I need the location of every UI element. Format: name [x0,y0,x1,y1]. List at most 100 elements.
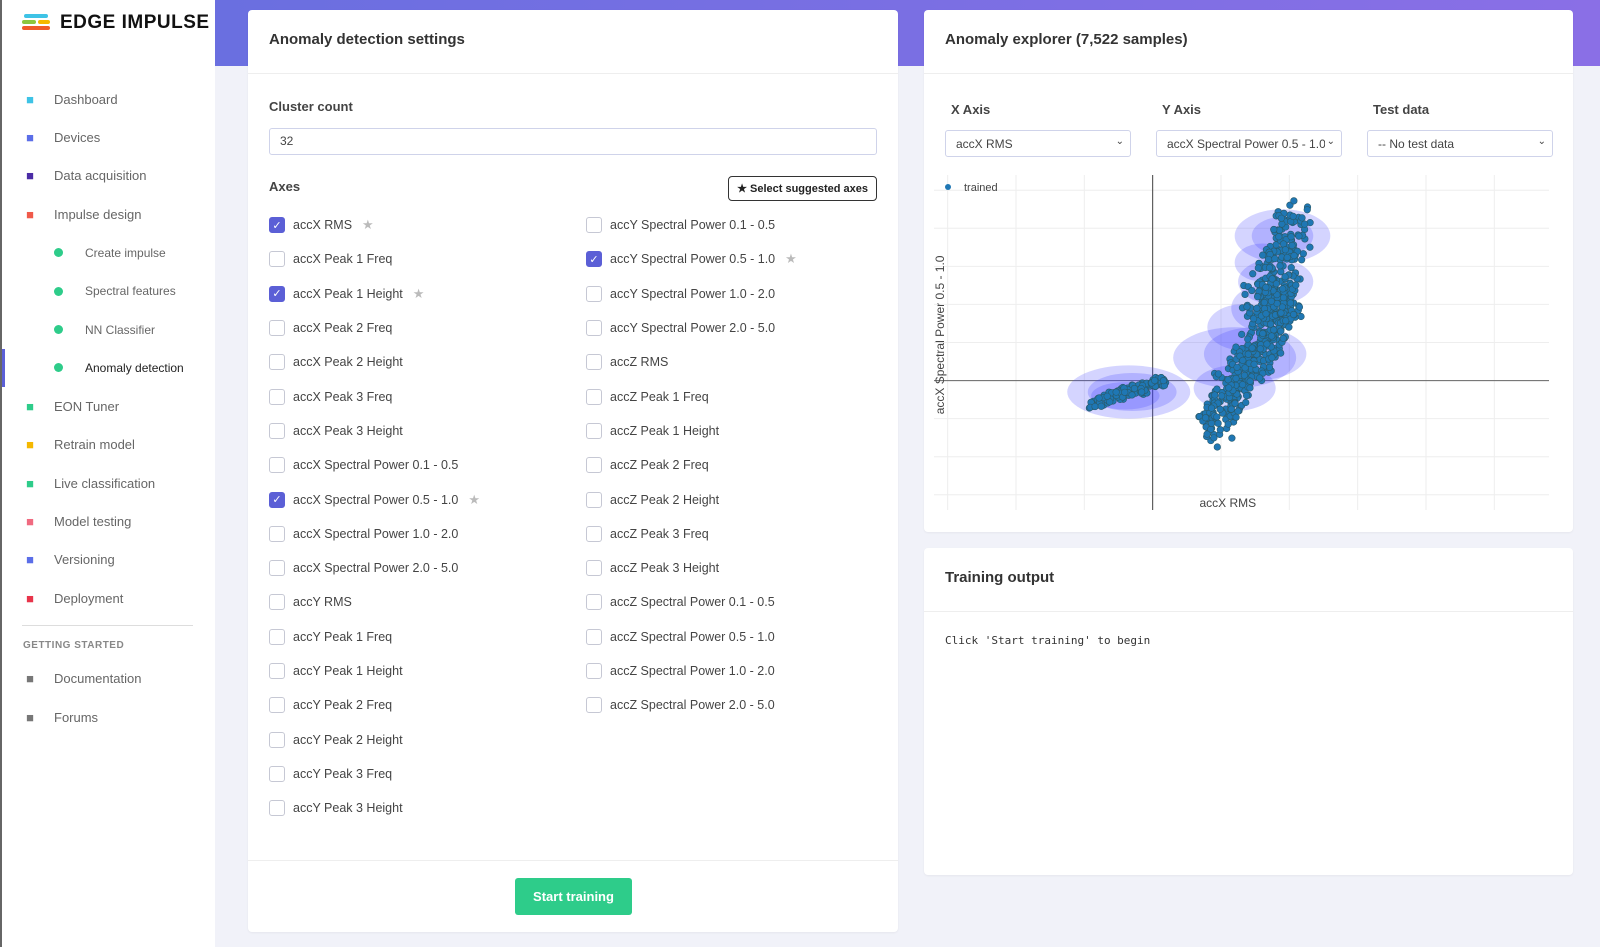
checkbox-icon[interactable] [269,388,285,405]
checkbox-icon[interactable] [269,320,285,337]
checkbox-icon[interactable] [586,525,602,542]
data-point [1112,388,1120,396]
axis-checkbox[interactable]: ✓ accX RMS ★ [269,208,586,242]
sidebar-item-anomaly-detection[interactable]: Anomaly detection [2,348,215,388]
axis-checkbox[interactable]: accY Spectral Power 1.0 - 2.0 [586,277,886,311]
sidebar-item-documentation[interactable]: ■ Documentation [2,659,215,697]
sidebar-item-live-classification[interactable]: ■ Live classification [2,464,215,502]
sidebar-item-impulse-design[interactable]: ■ Impulse design [2,195,215,233]
checkbox-icon[interactable] [586,457,602,474]
sidebar-item-nn-classifier[interactable]: NN Classifier [2,310,215,348]
axis-checkbox[interactable]: ✓ accY Spectral Power 0.5 - 1.0 ★ [586,242,886,276]
axis-checkbox[interactable]: ✓ accX Spectral Power 0.5 - 1.0 ★ [269,482,586,516]
sidebar-item-spectral-features[interactable]: Spectral features [2,272,215,310]
data-point [1203,430,1211,438]
axis-checkbox[interactable]: accX Peak 2 Freq [269,311,586,345]
axis-checkbox[interactable]: accY Peak 3 Height [269,791,586,825]
axis-checkbox[interactable]: accY RMS [269,585,586,619]
data-point [1265,264,1274,272]
checkbox-icon[interactable] [586,628,602,645]
checkbox-icon[interactable] [586,354,602,371]
cluster-count-input[interactable]: 32 [269,128,877,155]
start-training-button[interactable]: Start training [515,878,632,915]
axis-checkbox[interactable]: accZ Peak 3 Freq [586,517,886,551]
checkbox-icon[interactable] [269,457,285,474]
axis-checkbox[interactable]: accZ Peak 1 Freq [586,379,886,413]
checkbox-icon[interactable] [269,422,285,439]
axis-checkbox[interactable]: accX Peak 3 Height [269,414,586,448]
tuner-icon: ■ [26,398,34,414]
axis-checkbox[interactable]: accZ RMS [586,345,886,379]
axis-checkbox[interactable]: accY Peak 2 Freq [269,688,586,722]
sidebar-item-dashboard[interactable]: ■ Dashboard [2,80,215,118]
logo[interactable]: EDGE IMPULSE [22,12,210,34]
checkbox-icon[interactable] [586,594,602,611]
checkbox-icon[interactable]: ✓ [269,491,285,508]
data-point [1281,273,1289,281]
sidebar-item-versioning[interactable]: ■ Versioning [2,541,215,579]
checkbox-icon[interactable] [586,285,602,302]
axis-checkbox[interactable]: ✓ accX Peak 1 Height ★ [269,277,586,311]
checkbox-icon[interactable] [269,800,285,817]
axis-checkbox[interactable]: accZ Spectral Power 2.0 - 5.0 [586,688,886,722]
axis-checkbox[interactable]: accY Spectral Power 2.0 - 5.0 [586,311,886,345]
select-suggested-axes-button[interactable]: ★ Select suggested axes [728,176,877,201]
checkbox-icon[interactable] [269,731,285,748]
sidebar-item-create-impulse[interactable]: Create impulse [2,234,215,272]
axis-checkbox[interactable]: accZ Peak 2 Height [586,482,886,516]
axis-checkbox[interactable]: accZ Peak 2 Freq [586,448,886,482]
checkbox-icon[interactable]: ✓ [586,251,602,268]
axis-checkbox[interactable]: accX Peak 3 Freq [269,379,586,413]
data-point [1298,214,1306,222]
checkbox-icon[interactable] [586,560,602,577]
checkbox-icon[interactable] [269,697,285,714]
checkbox-icon[interactable] [269,594,285,611]
checkbox-icon[interactable] [269,560,285,577]
y-axis-select[interactable]: accX Spectral Power 0.5 - 1.0 ⌄ [1156,130,1342,157]
sidebar-item-deployment[interactable]: ■ Deployment [2,579,215,617]
checkbox-icon[interactable] [269,765,285,782]
checkbox-icon[interactable] [586,217,602,234]
checkbox-icon[interactable] [586,697,602,714]
sidebar-item-devices[interactable]: ■ Devices [2,118,215,156]
axis-checkbox[interactable]: accZ Spectral Power 0.1 - 0.5 [586,585,886,619]
axis-checkbox[interactable]: accY Peak 2 Height [269,722,586,756]
checkbox-icon[interactable] [269,251,285,268]
checkbox-icon[interactable] [269,354,285,371]
test-data-select[interactable]: -- No test data ⌄ [1367,130,1553,157]
axis-checkbox[interactable]: accZ Spectral Power 1.0 - 2.0 [586,654,886,688]
sidebar-item-retrain-model[interactable]: ■ Retrain model [2,426,215,464]
axis-checkbox[interactable]: accZ Spectral Power 0.5 - 1.0 [586,620,886,654]
checkbox-icon[interactable] [269,525,285,542]
axis-checkbox[interactable]: accX Peak 1 Freq [269,242,586,276]
axis-checkbox[interactable]: accZ Peak 3 Height [586,551,886,585]
checkbox-icon[interactable] [586,320,602,337]
checkbox-icon[interactable] [586,663,602,679]
checkbox-icon[interactable] [269,663,285,679]
axis-checkbox[interactable]: accX Spectral Power 2.0 - 5.0 [269,551,586,585]
checkbox-icon[interactable]: ✓ [269,217,285,234]
checkbox-icon[interactable] [586,422,602,439]
branch-icon: ■ [26,552,34,568]
data-point [1238,381,1247,389]
checkbox-icon[interactable]: ✓ [269,285,285,302]
suggested-star-icon: ★ [362,217,374,233]
checkbox-icon[interactable] [586,491,602,508]
sidebar-item-eon-tuner[interactable]: ■ EON Tuner [2,387,215,425]
axis-checkbox[interactable]: accX Spectral Power 1.0 - 2.0 [269,517,586,551]
checkbox-icon[interactable] [586,388,602,405]
axis-checkbox[interactable]: accY Peak 1 Freq [269,620,586,654]
axis-checkbox[interactable]: accY Peak 1 Height [269,654,586,688]
sidebar-item-forums[interactable]: ■ Forums [2,698,215,736]
axis-checkbox[interactable]: accY Peak 3 Freq [269,757,586,791]
checkbox-icon[interactable] [269,628,285,645]
axis-checkbox[interactable]: accZ Peak 1 Height [586,414,886,448]
x-axis-select[interactable]: accX RMS ⌄ [945,130,1131,157]
anomaly-scatter-plot[interactable]: trained accX RMS accX Spectral Power 0.5 -… [924,170,1573,530]
axis-checkbox[interactable]: accY Spectral Power 0.1 - 0.5 [586,208,886,242]
axis-checkbox[interactable]: accX Peak 2 Height [269,345,586,379]
axis-checkbox[interactable]: accX Spectral Power 0.1 - 0.5 [269,448,586,482]
sidebar-item-data-acquisition[interactable]: ■ Data acquisition [2,157,215,195]
data-point [1207,404,1216,412]
sidebar-item-model-testing[interactable]: ■ Model testing [2,502,215,540]
